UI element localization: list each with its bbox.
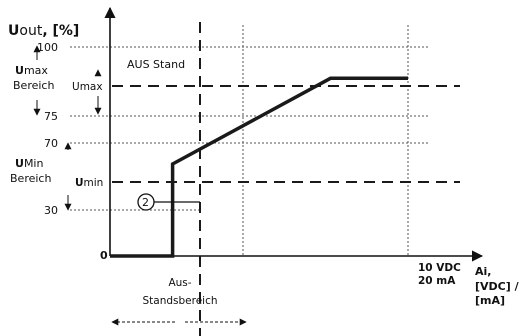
aus-stand-label: AUS Stand xyxy=(127,58,185,71)
umax-range-label: Umax xyxy=(15,64,48,77)
aus-standsbereich-label-line2: Standsbereich xyxy=(142,295,217,307)
umax-level-label: Umax xyxy=(72,81,103,93)
x-end-tick-line2: 20 mA xyxy=(418,275,456,287)
level-lines xyxy=(112,22,460,336)
y-tick-100: 100 xyxy=(37,41,58,54)
umin-level-label: Umin xyxy=(75,177,103,189)
umax-range-label-line2: Bereich xyxy=(13,79,54,92)
x-end-tick-line1: 10 VDC xyxy=(418,262,461,274)
y-axis-title-unit: , [%] xyxy=(42,23,79,39)
umin-range-label: UMin xyxy=(15,157,43,170)
y-axis-title-prefix: U xyxy=(8,23,19,39)
x-axis-label-line1: Ai, xyxy=(475,265,491,278)
aus-standsbereich-label: Aus- xyxy=(168,277,191,289)
y-tick-70: 70 xyxy=(44,137,58,150)
x-axis-label-line2: [VDC] / xyxy=(475,280,520,293)
marker-2-number: 2 xyxy=(142,196,149,209)
y-axis-title-main: out xyxy=(19,23,42,39)
y-tick-75: 75 xyxy=(44,110,58,123)
y-tick-30: 30 xyxy=(44,204,58,217)
x-axis-label-line3: [mA] xyxy=(475,294,505,307)
grid-lines xyxy=(70,25,430,256)
umin-range-label-line2: Bereich xyxy=(10,172,51,185)
y-axis-title: Uout, [%] xyxy=(8,23,79,39)
characteristic-curve xyxy=(110,76,408,258)
y-tick-0: 0 xyxy=(100,249,108,262)
